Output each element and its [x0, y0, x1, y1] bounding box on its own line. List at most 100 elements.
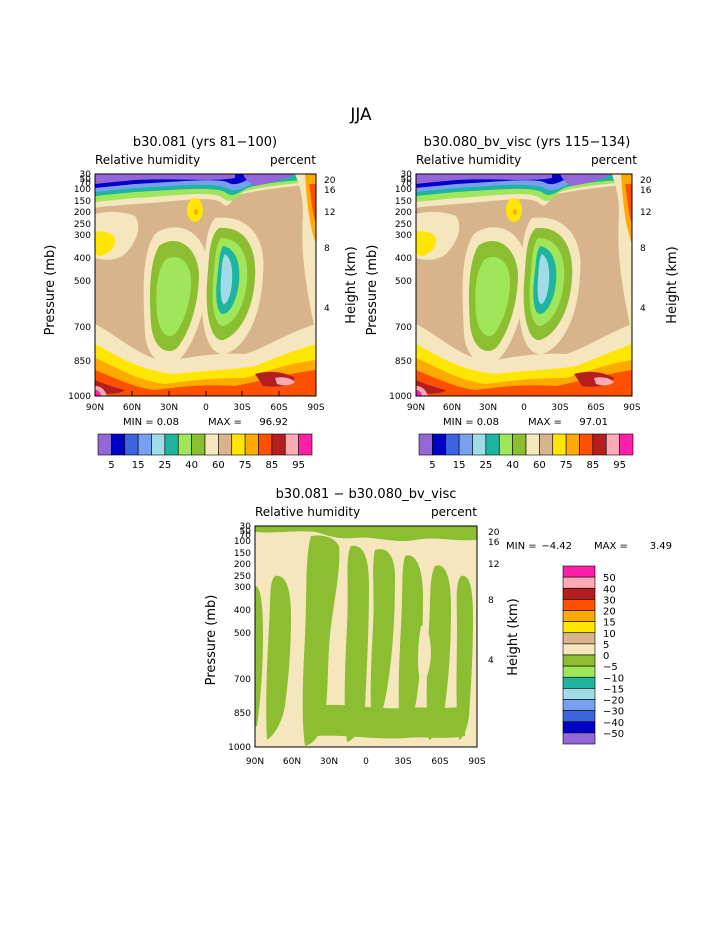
colorbar-label: 40 [603, 584, 616, 595]
colorbar-swatch [271, 433, 286, 456]
min-value: −4.42 [541, 541, 572, 552]
y-tick-label: 500 [234, 629, 251, 639]
colorbar-label: 60 [212, 460, 225, 471]
y-tick-label: 400 [395, 254, 412, 264]
panel-c-contours [255, 526, 477, 747]
colorbar-label: 40 [506, 460, 519, 471]
colorbar-swatch [562, 621, 596, 634]
y-tick-label: 850 [395, 357, 412, 367]
min-label: MIN = [506, 541, 537, 552]
colorbar-label: −5 [603, 662, 618, 673]
colorbar-swatch [562, 710, 596, 723]
panel-b-title: b30.080_bv_visc (yrs 115−134) [424, 135, 631, 150]
x-tick-label: 90S [307, 403, 324, 413]
panel-a-variable-label: Relative humidity [95, 153, 200, 167]
panel-b-y-tick-labels: 30 50 70 100 150 200 250 300 400 500 700… [389, 170, 412, 402]
x-tick-label: 30N [479, 403, 497, 413]
y-tick-label: 1000 [68, 392, 91, 402]
x-tick-label: 30N [160, 403, 178, 413]
colorbar-swatch [562, 576, 596, 589]
colorbar-label: 15 [132, 460, 145, 471]
panel-c-title: b30.081 − b30.080_bv_visc [276, 487, 457, 502]
y2-tick-label: 20 [324, 176, 336, 186]
y-tick-label: 300 [234, 583, 251, 593]
y-tick-label: 700 [74, 323, 91, 333]
colorbar-swatch [562, 699, 596, 711]
y2-tick-label: 4 [488, 656, 494, 666]
colorbar-swatch [592, 433, 607, 456]
x-tick-label: 90S [623, 403, 640, 413]
y-tick-label: 150 [74, 197, 91, 207]
y2-tick-label: 8 [640, 244, 646, 254]
panel-b-contours [416, 174, 632, 396]
colorbar-swatch [562, 599, 596, 611]
x-tick-label: 0 [521, 403, 527, 413]
colorbar-label: 5 [108, 460, 114, 471]
y-tick-label: 300 [395, 231, 412, 241]
max-label: MAX = [208, 417, 242, 428]
x-tick-label: 0 [203, 403, 209, 413]
colorbar-swatch [512, 433, 527, 456]
colorbar-swatch [552, 433, 567, 456]
colorbar-swatch [258, 433, 273, 456]
x-tick-label: 60N [443, 403, 461, 413]
panel-b-minmax: MIN = 0.08 MAX = 97.01 [443, 417, 608, 428]
y-tick-label: 30 [401, 170, 413, 180]
y-tick-label: 1000 [228, 743, 251, 753]
x-tick-label: 60S [587, 403, 604, 413]
panel-b-y-axis-label: Pressure (mb) [365, 245, 380, 336]
panel-a-colorbar: 5 15 25 40 60 75 85 95 [97, 433, 313, 471]
colorbar-swatch [432, 433, 447, 456]
y-tick-label: 100 [234, 537, 251, 547]
colorbar-swatch [498, 433, 513, 456]
panel-c-y-axis-label: Pressure (mb) [204, 595, 219, 686]
y2-tick-label: 8 [488, 596, 494, 606]
panel-a: b30.081 (yrs 81−100) Relative humidity p… [43, 135, 359, 471]
colorbar-swatch [244, 433, 259, 456]
colorbar-label: 20 [603, 607, 616, 618]
colorbar-label: −10 [603, 673, 624, 684]
colorbar-swatch [525, 433, 540, 456]
min-value: 0.08 [157, 417, 179, 428]
panel-a-title: b30.081 (yrs 81−100) [133, 135, 277, 150]
colorbar-swatch [605, 433, 620, 456]
y-tick-label: 70 [240, 531, 252, 541]
colorbar-swatch [418, 433, 433, 456]
y-tick-label: 850 [74, 357, 91, 367]
colorbar-swatch [485, 433, 500, 456]
x-tick-label: 90N [246, 757, 264, 767]
colorbar-label: 5 [429, 460, 435, 471]
y-tick-label: 150 [234, 549, 251, 559]
panel-b-variable-label: Relative humidity [416, 153, 521, 167]
colorbar-label: 0 [603, 651, 609, 662]
x-tick-label: 30S [394, 757, 411, 767]
colorbar-label: 75 [560, 460, 573, 471]
panel-a-contours [95, 174, 316, 396]
y2-tick-label: 12 [640, 208, 651, 218]
panel-c-frame [254, 525, 478, 748]
y-tick-label: 100 [74, 185, 91, 195]
y-tick-label: 70 [401, 179, 413, 189]
colorbar-swatch [562, 721, 596, 734]
colorbar-swatch [562, 665, 596, 678]
panel-c-x-tick-labels: 90N 60N 30N 0 30S 60S 90S [246, 757, 486, 767]
y2-tick-label: 16 [640, 186, 652, 196]
panel-a-y2-axis-label: Height (km) [344, 246, 359, 323]
panel-a-y2-tick-labels: 20 16 12 8 4 [324, 176, 336, 314]
y-tick-label: 400 [234, 606, 251, 616]
y-tick-label: 250 [234, 572, 251, 582]
colorbar-swatch [472, 433, 487, 456]
panel-c-y2-axis-label: Height (km) [506, 598, 521, 675]
y-tick-label: 50 [240, 527, 252, 537]
colorbar-label: 95 [292, 460, 305, 471]
colorbar-swatch [151, 433, 166, 456]
y-tick-label: 50 [80, 175, 92, 185]
y-tick-label: 50 [401, 175, 413, 185]
y-tick-label: 30 [80, 170, 92, 180]
y2-tick-label: 20 [640, 176, 652, 186]
colorbar-swatch [562, 654, 596, 667]
colorbar-swatch [204, 433, 219, 456]
colorbar-label: −30 [603, 707, 624, 718]
y2-tick-label: 4 [640, 304, 646, 314]
y2-tick-label: 20 [488, 528, 500, 538]
